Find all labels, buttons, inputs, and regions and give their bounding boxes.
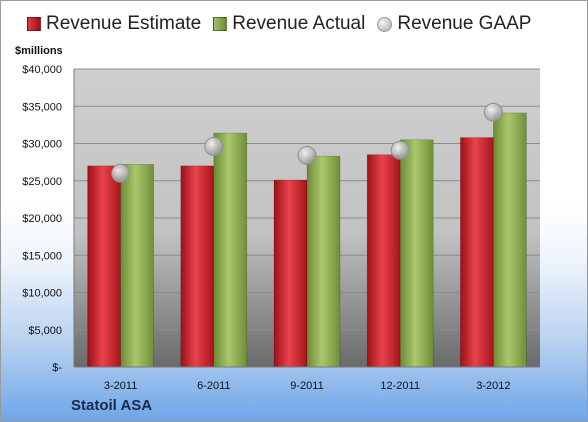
y-tick-label: $5,000 bbox=[28, 325, 62, 337]
point-revenue-gaap bbox=[204, 136, 224, 156]
x-tick-label: 6-2011 bbox=[197, 380, 230, 392]
legend: Revenue Estimate Revenue Actual Revenue … bbox=[27, 13, 531, 35]
legend-swatch-revenue-estimate bbox=[27, 17, 41, 31]
y-tick-label: $25,000 bbox=[22, 176, 62, 188]
point-revenue-gaap bbox=[483, 102, 503, 122]
y-tick-label: $30,000 bbox=[22, 139, 62, 151]
point-revenue-gaap bbox=[297, 145, 317, 165]
legend-label-revenue-actual: Revenue Actual bbox=[232, 13, 366, 34]
bar-revenue-actual bbox=[306, 155, 341, 368]
legend-item-revenue-gaap: Revenue GAAP bbox=[377, 13, 531, 35]
legend-item-revenue-estimate: Revenue Estimate bbox=[27, 13, 201, 35]
y-tick-label: $35,000 bbox=[22, 101, 62, 113]
bar-revenue-estimate bbox=[87, 165, 121, 368]
bar-revenue-actual bbox=[120, 164, 154, 368]
y-tick-label: $10,000 bbox=[22, 288, 62, 300]
x-tick-label: 12-2011 bbox=[380, 380, 420, 392]
y-tick-label: $15,000 bbox=[22, 250, 62, 262]
bar-revenue-estimate bbox=[460, 137, 494, 368]
bar-revenue-actual bbox=[399, 139, 434, 368]
unit-label: $millions bbox=[15, 45, 63, 57]
legend-label-revenue-estimate: Revenue Estimate bbox=[46, 13, 202, 34]
x-tick-label: 3-2012 bbox=[476, 380, 510, 392]
y-tick-label: $20,000 bbox=[22, 213, 62, 225]
legend-swatch-revenue-gaap bbox=[377, 16, 393, 32]
legend-item-revenue-actual: Revenue Actual bbox=[213, 13, 365, 35]
y-tick-label: $- bbox=[52, 362, 62, 374]
x-tick-label: 3-2011 bbox=[104, 380, 137, 392]
bar-revenue-estimate bbox=[366, 154, 401, 368]
company-name: Statoil ASA bbox=[71, 397, 153, 414]
x-tick-label: 9-2011 bbox=[290, 380, 323, 392]
bar-revenue-actual bbox=[213, 132, 248, 368]
legend-swatch-revenue-actual bbox=[213, 17, 228, 31]
point-revenue-gaap bbox=[390, 140, 410, 160]
bar-revenue-estimate bbox=[273, 179, 308, 368]
bar-revenue-actual bbox=[493, 112, 527, 368]
legend-label-revenue-gaap: Revenue GAAP bbox=[397, 13, 532, 34]
y-tick-label: $40,000 bbox=[22, 64, 62, 76]
bar-revenue-estimate bbox=[180, 165, 215, 368]
point-revenue-gaap bbox=[111, 163, 131, 183]
